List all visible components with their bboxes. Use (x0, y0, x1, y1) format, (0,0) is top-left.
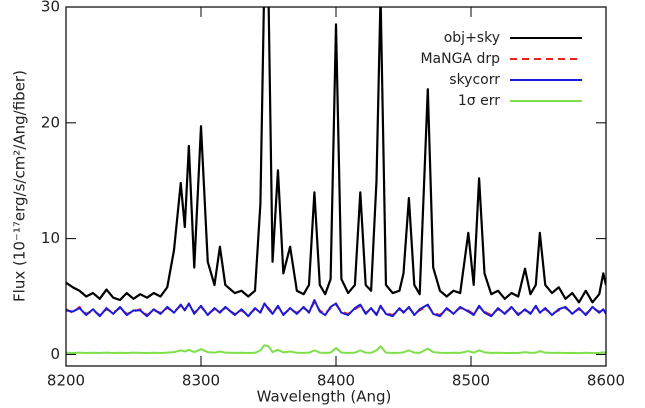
y-tick-label: 10 (41, 229, 60, 247)
y-axis-label: Flux (10⁻¹⁷erg/s/cm²/Ang/fiber) (11, 70, 29, 302)
x-tick-label: 8300 (182, 372, 220, 390)
series-line (66, 298, 606, 318)
x-tick-label: 8500 (452, 372, 490, 390)
series-line (66, 7, 606, 304)
y-tick-label: 20 (41, 113, 60, 131)
x-tick-label: 8600 (587, 372, 625, 390)
legend-label: MaNGA drp (420, 51, 500, 67)
x-tick-label: 8400 (317, 372, 355, 390)
legend: obj+sky MaNGA drp skycorr 1σ err (420, 30, 582, 109)
plot-area (66, 7, 606, 355)
x-tick-label: 8200 (47, 372, 85, 390)
x-axis-label: Wavelength (Ang) (257, 388, 392, 406)
legend-label: 1σ err (458, 93, 500, 109)
legend-label: obj+sky (444, 30, 500, 46)
legend-label: skycorr (449, 72, 500, 88)
y-tick-label: 30 (41, 0, 60, 16)
y-tick-label: 0 (50, 345, 60, 363)
series-line (66, 344, 606, 355)
